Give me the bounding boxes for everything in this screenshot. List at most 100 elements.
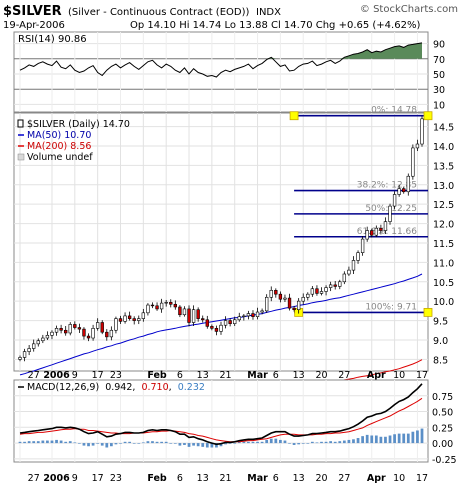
- candle-body: [388, 205, 392, 222]
- macd-hist-bar: [406, 433, 410, 444]
- macd-hist-bar: [260, 441, 264, 444]
- candle-body: [164, 302, 168, 304]
- macd-hist-bar: [397, 433, 401, 444]
- macd-hist-bar: [315, 442, 319, 444]
- candle-body: [296, 300, 301, 311]
- date-axis-label: 13: [197, 473, 209, 484]
- macd-tick-label: 0.00: [432, 439, 453, 450]
- candle-body: [173, 303, 177, 308]
- date-axis-label: 13: [293, 473, 305, 484]
- macd-hist-bar: [36, 441, 40, 444]
- price-legend: $SILVER (Daily) 14.70 MA(50) 10.70 MA(20…: [17, 119, 130, 163]
- candle-body: [100, 322, 104, 333]
- legend-swatch-volume: [17, 153, 25, 161]
- candle-body: [50, 331, 54, 336]
- candle-body: [301, 296, 305, 302]
- candle-body: [360, 238, 365, 253]
- macd-hist-bar: [356, 438, 360, 444]
- macd-label: MACD(12,26,9): [27, 382, 99, 393]
- date-axis-label: 10: [393, 370, 405, 381]
- date-axis-label: Mar: [247, 473, 268, 484]
- macd-hist-bar: [324, 441, 328, 444]
- macd-tick-label: 0.50: [432, 408, 453, 419]
- macd-hist-bar: [105, 443, 109, 448]
- candle-body: [205, 319, 209, 327]
- macd-hist-bar: [393, 434, 396, 444]
- candle-body: [383, 221, 388, 231]
- macd-hist-bar: [256, 441, 259, 444]
- date-axis-label: 27: [338, 370, 350, 381]
- rsi-label: RSI(14) 90.86: [18, 34, 87, 45]
- macd-hist-bar: [141, 442, 145, 444]
- price-tick-label: 10.0: [433, 297, 454, 308]
- macd-hist-bar: [215, 443, 218, 448]
- legend-volume: Volume undef: [27, 152, 93, 163]
- macd-hist-bar: [411, 431, 415, 444]
- candle-body: [127, 315, 132, 319]
- candle-body: [420, 118, 424, 145]
- candle-body: [132, 318, 136, 321]
- chart-exchange: INDX: [256, 7, 281, 18]
- macd-hist-bar: [347, 439, 351, 444]
- fib-anchor-handle[interactable]: [289, 111, 299, 121]
- date-axis-label: 20: [315, 473, 327, 484]
- candle-body: [123, 315, 127, 322]
- candle-body: [310, 288, 315, 295]
- macd-hist-bar: [50, 440, 54, 444]
- macd-panel: [13, 379, 429, 463]
- candle-body: [237, 316, 241, 321]
- date-axis-label: Apr: [367, 473, 386, 484]
- watermark: © StockCharts.com: [360, 4, 458, 15]
- fib-anchor-handle[interactable]: [423, 308, 433, 317]
- macd-hist-bar: [87, 443, 90, 447]
- macd-hist-bar: [402, 433, 406, 444]
- candle-body: [406, 175, 410, 193]
- macd-hist-bar: [146, 441, 150, 444]
- price-tick-label: 12.0: [433, 220, 454, 231]
- price-grid: [14, 113, 428, 371]
- macd-hist-bar: [68, 441, 72, 444]
- legend-swatch-main: [17, 119, 24, 128]
- macd-hist-bar: [388, 435, 392, 444]
- macd-histogram: [18, 428, 424, 448]
- macd-hist-bar: [123, 441, 127, 444]
- chart-date: 19-Apr-2006: [3, 20, 65, 31]
- macd-hist-bar: [78, 443, 81, 444]
- candle-body: [411, 147, 415, 177]
- candle-body: [114, 318, 118, 331]
- candle-body: [223, 320, 228, 326]
- macd-hist-bar: [288, 443, 291, 444]
- macd-hist-bar: [205, 443, 209, 448]
- candle-body: [379, 227, 383, 231]
- date-axis-bottom: 27 2006 9 17 23 Feb 6 13 21 Mar 6 13 20 27 Apr 10 17: [28, 473, 428, 484]
- macd-hist-bar: [178, 443, 182, 446]
- date-axis-label: 6: [273, 370, 279, 381]
- candle-body: [196, 309, 200, 319]
- macd-hist-bar: [228, 443, 232, 444]
- candle-body: [274, 290, 278, 295]
- date-axis-label: 6: [177, 473, 183, 484]
- macd-hist-bar: [27, 441, 31, 444]
- macd-hist-bar: [128, 441, 132, 444]
- price-tick-label: 11.0: [433, 258, 454, 269]
- macd-hist-bar: [306, 443, 310, 444]
- candle-body: [109, 329, 114, 338]
- macd-hist-bar: [201, 443, 205, 447]
- macd-line: [19, 383, 423, 446]
- candle-body: [328, 284, 333, 288]
- macd-legend: MACD(12,26,9) 0.942, 0.710, 0.232: [18, 382, 205, 393]
- date-axis-label: Apr: [367, 370, 386, 381]
- macd-hist-bar: [379, 436, 383, 444]
- date-axis-label: 9: [72, 370, 78, 381]
- macd-signal-value: 0.710: [141, 382, 168, 393]
- fib-anchor-handle[interactable]: [423, 111, 433, 121]
- macd-hist-bar: [132, 443, 136, 444]
- macd-hist-bar: [210, 443, 214, 448]
- date-axis-label: 17: [92, 370, 104, 381]
- candle-body: [269, 290, 273, 298]
- macd-hist-bar: [187, 443, 191, 447]
- macd-hist-bar: [251, 441, 255, 444]
- candle-body: [191, 309, 196, 323]
- candle-body: [54, 328, 59, 333]
- fib-level-label: 61.8%: 11.66: [357, 227, 418, 237]
